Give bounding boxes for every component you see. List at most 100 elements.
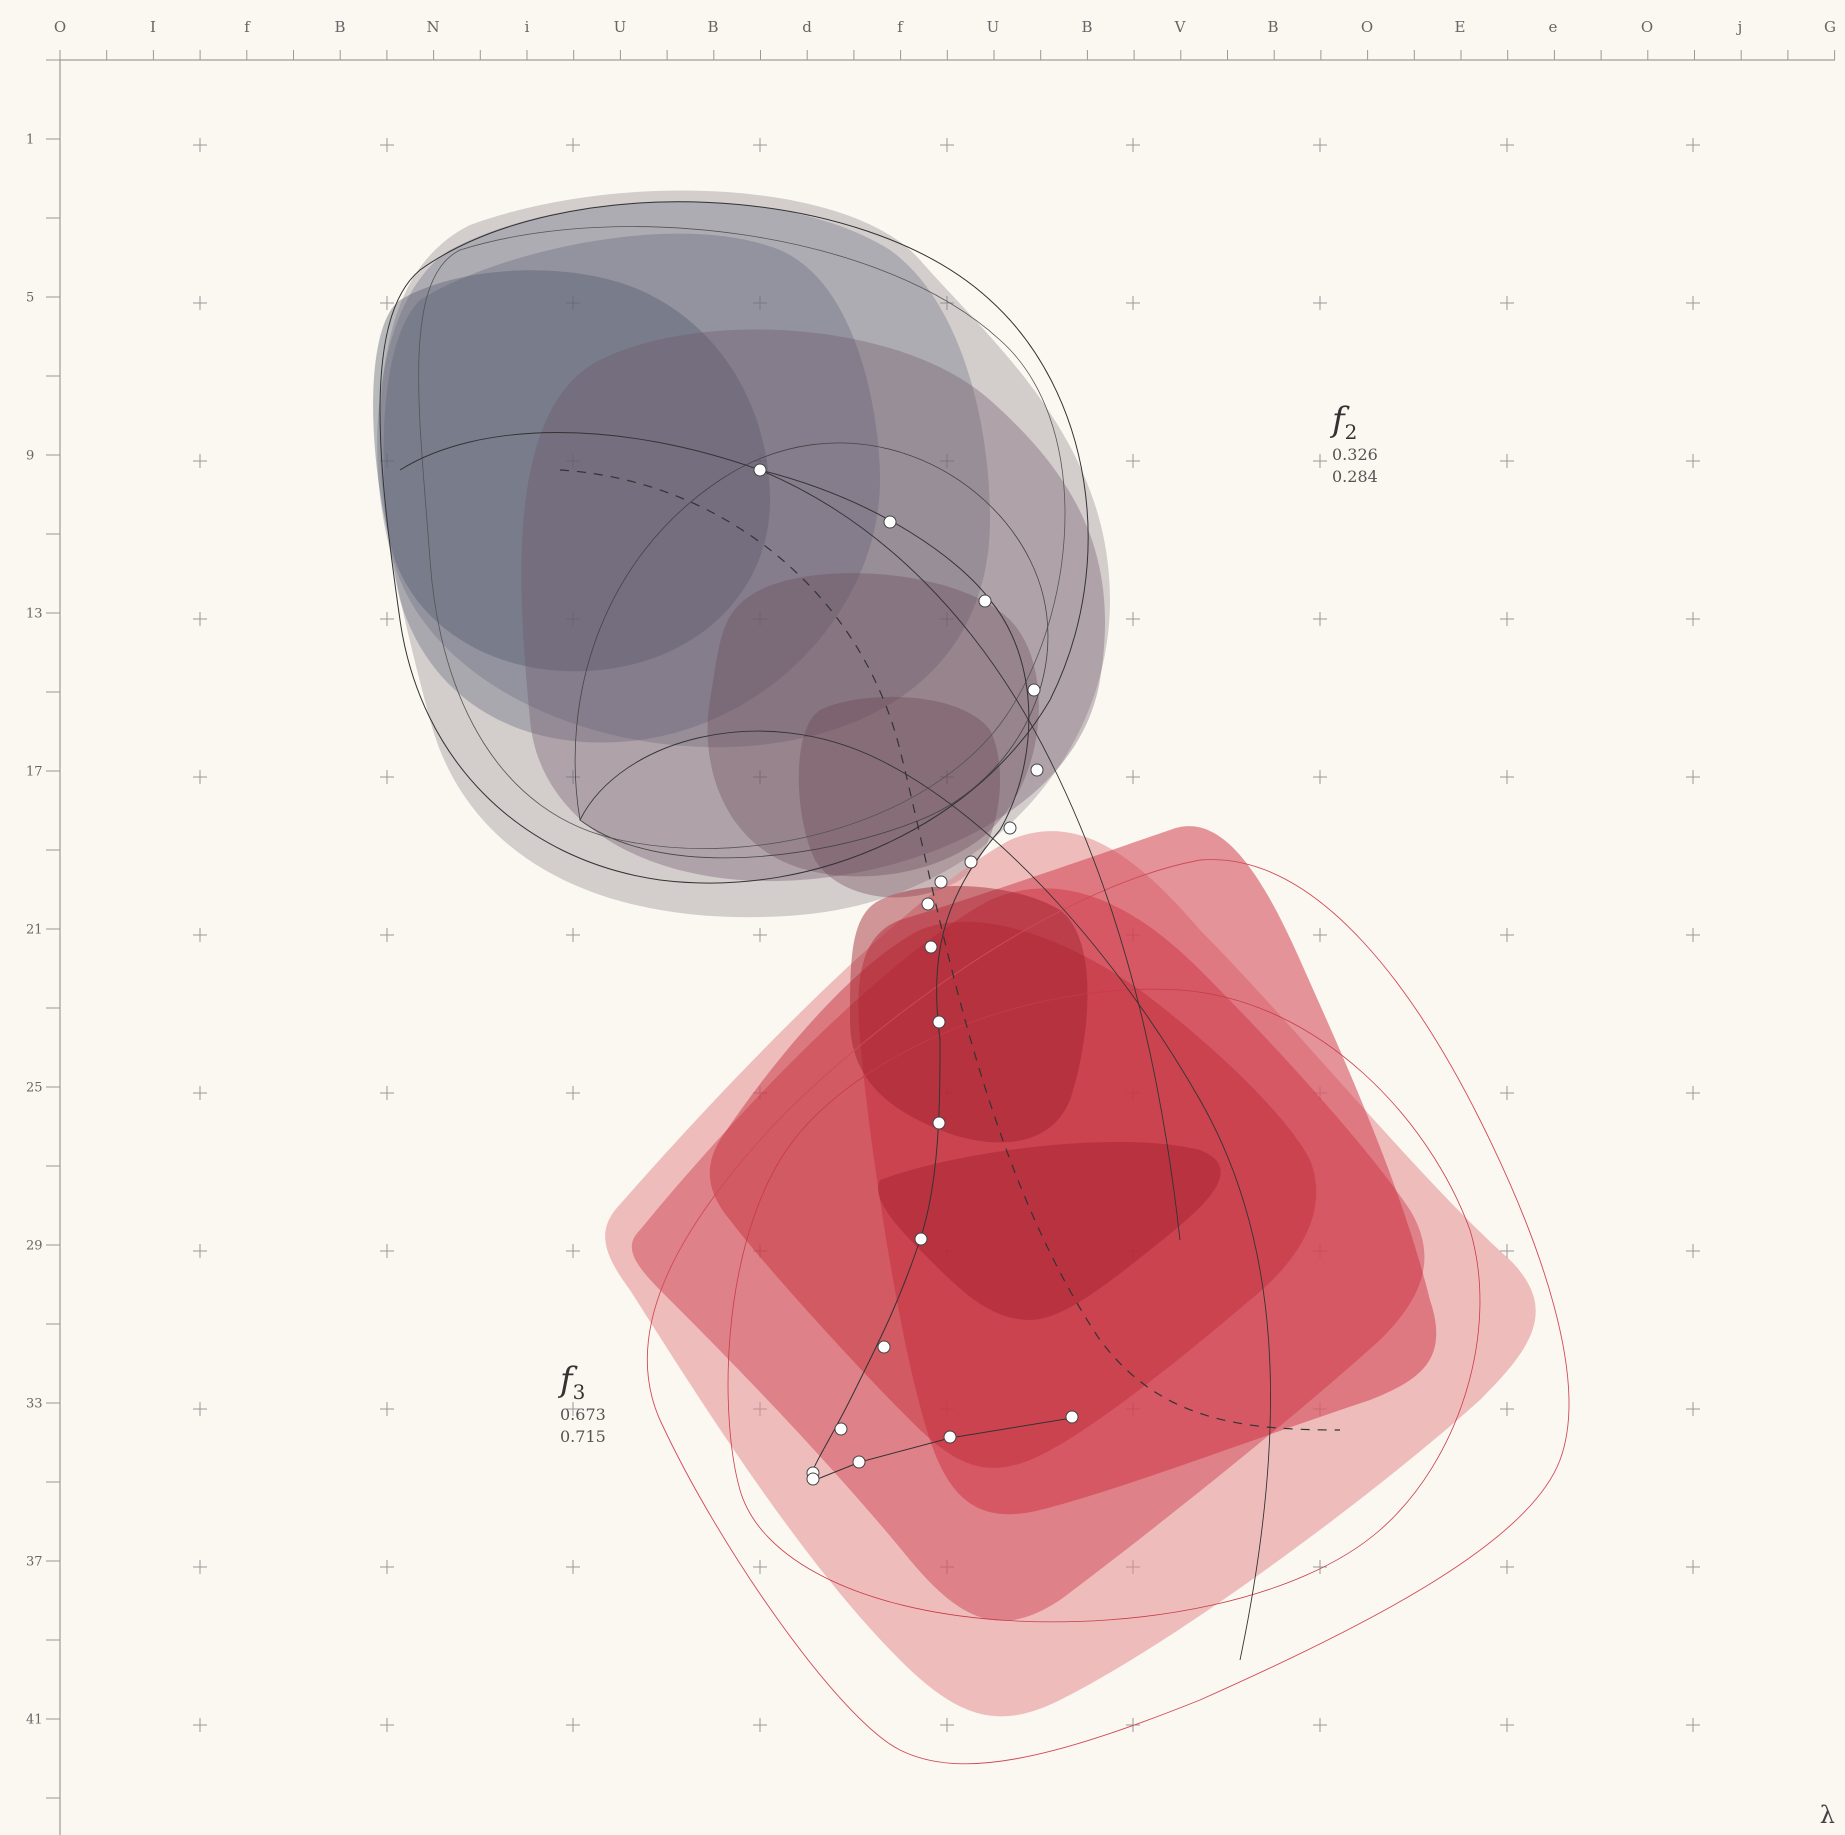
label-f3: f3 0.673 0.715 [560,1360,606,1448]
top-tick-label: O [1640,18,1654,36]
top-tick-label: U [613,18,627,36]
grid-cross [753,296,767,310]
grid-cross [566,1086,580,1100]
marker-dot [964,855,978,869]
axis-ticks [46,50,1836,1799]
grid-cross [1313,454,1327,468]
top-tick-label: j [1737,18,1743,36]
grid-cross [940,770,954,784]
label-f3-name: f3 [560,1360,586,1404]
square-red-mid [709,921,1317,1468]
grid-cross [1686,1718,1700,1732]
marker-dot [852,1455,866,1469]
grid-cross [1313,138,1327,152]
grid-cross [1686,1402,1700,1416]
left-tick-label: 25 [26,1080,43,1096]
corner-lambda-symbol: λ [1819,1801,1835,1829]
grid-cross [193,1244,207,1258]
grid-cross [566,1244,580,1258]
top-tick-label: f [897,18,903,36]
marker-dot [1003,821,1017,835]
grid-cross [380,1402,394,1416]
dashed-arc [559,469,1341,1431]
top-tick-label: B [707,18,719,36]
grid-cross [1500,612,1514,626]
grid-cross [1126,770,1140,784]
blob-mauve [521,329,1106,882]
grid-cross [380,296,394,310]
top-tick-label: I [150,18,156,36]
grid-cross [566,138,580,152]
grid-cross [940,296,954,310]
left-tick-label: 41 [26,1712,43,1728]
grid-cross [1686,1086,1700,1100]
grid-cross [1686,296,1700,310]
marker-dot [934,875,948,889]
grid-cross [940,1718,954,1732]
outline-slate-1 [379,201,1089,884]
grid-cross [1500,1718,1514,1732]
outline-pink-1 [646,859,1570,1765]
left-tick-label: 9 [26,448,35,464]
grid-cross [566,1560,580,1574]
top-tick-label: O [1360,18,1374,36]
grid-cross [566,454,580,468]
grid-cross [193,454,207,468]
grid-cross [753,770,767,784]
grid-cross [193,1086,207,1100]
top-tick-label: B [1081,18,1093,36]
grid-cross [1126,296,1140,310]
outline-dark-2 [399,432,1181,1241]
blob-mauve-inner [707,573,1039,877]
left-tick-label: 13 [26,606,43,622]
top-tick-label: B [1267,18,1279,36]
label-f2-value1: 0.326 [1332,444,1378,464]
grid-cross [193,138,207,152]
grid-cross [753,612,767,626]
grid-cross [753,928,767,942]
grid-cross [193,928,207,942]
top-tick-label: G [1824,18,1836,36]
grid-cross [1500,1402,1514,1416]
outline-curves [379,201,1570,1765]
grid-cross [1686,138,1700,152]
grid-cross [1500,1560,1514,1574]
grid-cross [1313,928,1327,942]
grid-cross [940,138,954,152]
grid-cross [566,296,580,310]
grid-cross [380,454,394,468]
grid-cross [940,612,954,626]
marker-dots [753,463,1079,1486]
grid-cross [1686,770,1700,784]
top-tick-label: V [1174,18,1186,36]
grid-cross [566,770,580,784]
grid-cross [193,770,207,784]
outline-slate-3 [574,442,1049,859]
grid-cross [1686,454,1700,468]
blob-slate-outer [377,201,990,748]
outline-dark-1 [579,730,1272,1661]
blob-large-light [380,190,1110,918]
top-tick-label: B [334,18,346,36]
blob-slate-mid [383,233,880,743]
spine-curve [759,469,1030,1481]
grid-cross [940,454,954,468]
top-tick-label: e [1548,18,1558,36]
grid-cross [566,612,580,626]
label-f2-value2: 0.284 [1332,466,1378,486]
marker-dot [932,1015,946,1029]
label-f3-value2: 0.715 [560,1426,606,1446]
grid-cross [380,1086,394,1100]
top-tick-label: U [986,18,1000,36]
grid-cross [193,1402,207,1416]
left-tick-label: 37 [26,1554,43,1570]
square-dark-red-center [878,1141,1221,1320]
top-tick-label: N [426,18,440,36]
grid-cross [380,928,394,942]
marker-dot [978,594,992,608]
marker-dot [932,1116,946,1130]
left-tick-label: 29 [26,1238,43,1254]
grid-cross [1686,612,1700,626]
grid-cross [566,1402,580,1416]
grid-cross [753,138,767,152]
